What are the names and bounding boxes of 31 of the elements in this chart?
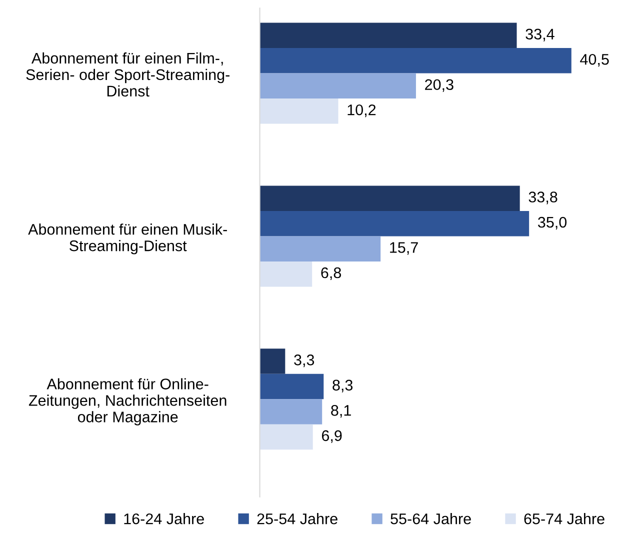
data-label: 8,3 [332, 380, 353, 392]
bar [260, 210, 530, 236]
legend-label: 16-24 Jahre [124, 513, 204, 524]
data-label: 3,3 [294, 354, 314, 368]
bar [260, 98, 338, 124]
data-label: 33,8 [528, 192, 558, 204]
data-label: 35,0 [538, 216, 567, 230]
bar [260, 348, 286, 374]
bar [260, 186, 520, 211]
bar [260, 261, 312, 287]
bar [260, 48, 572, 74]
data-label: 10,2 [348, 104, 376, 118]
legend-label: 55-64 Jahre [390, 513, 471, 524]
data-label: 33,4 [526, 28, 554, 42]
bar [260, 399, 322, 424]
legend-label: 25-54 Jahre [257, 513, 338, 524]
bar [260, 424, 313, 450]
legend-label: 65-74 Jahre [524, 513, 604, 524]
data-label: 8,1 [331, 405, 351, 418]
bar [260, 374, 324, 400]
y-tick-label: Abonnement für einen Musik- Streaming-Dienst [28, 224, 227, 254]
bar [260, 236, 381, 262]
y-tick-label: Abonnement für einen Film-, Serien- oder Sport-Streaming- Dienst [26, 52, 230, 97]
data-label: 6,9 [322, 430, 342, 443]
data-label: 20,3 [425, 79, 454, 92]
data-label: 6,8 [321, 267, 342, 280]
data-label: 15,7 [390, 242, 418, 255]
bar [260, 22, 517, 48]
bar [260, 73, 416, 99]
y-tick-label: Abonnement für Online- Zeitungen, Nachrichtenseiten oder Magazine [28, 378, 226, 426]
data-label: 40,5 [580, 54, 609, 67]
